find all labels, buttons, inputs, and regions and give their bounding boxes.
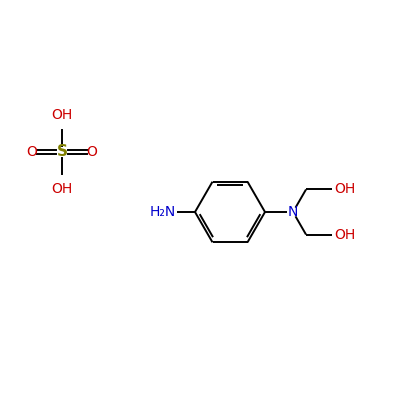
Text: N: N — [288, 205, 298, 219]
Text: O: O — [86, 145, 98, 159]
Text: H₂N: H₂N — [150, 205, 176, 219]
Text: O: O — [26, 145, 38, 159]
Text: OH: OH — [51, 108, 73, 122]
Text: OH: OH — [334, 182, 355, 196]
Text: S: S — [56, 144, 68, 160]
Text: OH: OH — [51, 182, 73, 196]
Text: OH: OH — [334, 228, 355, 242]
